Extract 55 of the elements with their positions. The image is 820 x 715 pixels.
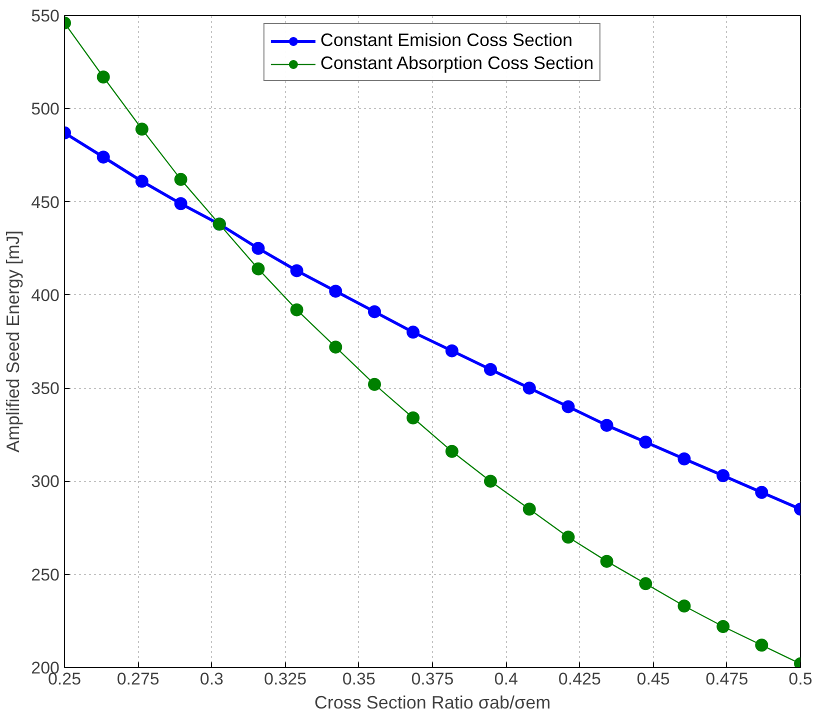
point xyxy=(522,502,536,516)
point xyxy=(562,400,575,414)
point xyxy=(174,172,188,186)
point xyxy=(678,600,691,613)
point xyxy=(562,530,575,544)
point xyxy=(290,303,304,316)
point xyxy=(445,344,458,358)
point xyxy=(174,197,188,210)
point xyxy=(135,122,148,136)
x-tick-label: 0.425 xyxy=(558,670,601,688)
point xyxy=(600,554,614,568)
x-axis-title: Cross Section Ratio σab/σem xyxy=(314,692,551,712)
point xyxy=(678,452,691,466)
point xyxy=(96,70,110,84)
y-tick-label: 500 xyxy=(31,100,60,119)
y-tick-label: 550 xyxy=(31,6,60,26)
point xyxy=(135,174,148,188)
point xyxy=(639,577,652,590)
point xyxy=(368,305,382,318)
point xyxy=(484,474,497,488)
x-tick-label: 0.4 xyxy=(494,670,518,688)
point xyxy=(484,362,497,376)
legend-label: Constant Emision Coss Section xyxy=(320,30,573,51)
y-tick-label: 400 xyxy=(31,286,60,305)
point xyxy=(329,340,342,354)
y-tick-label: 450 xyxy=(31,192,60,212)
x-tick-label: 0.35 xyxy=(342,670,376,688)
y-tick-label: 250 xyxy=(31,565,60,584)
point xyxy=(522,382,536,395)
point xyxy=(406,411,420,424)
point xyxy=(755,638,768,652)
x-tick-label: 0.275 xyxy=(116,670,160,688)
point xyxy=(639,436,652,449)
point xyxy=(406,326,420,339)
point xyxy=(252,242,265,255)
x-tick-label: 0.375 xyxy=(411,670,454,688)
point xyxy=(368,378,382,391)
legend-label: Constant Absorption Coss Section xyxy=(320,53,594,74)
x-tick-label: 0.45 xyxy=(636,670,670,688)
y-tick-label: 300 xyxy=(31,472,60,492)
x-tick-label: 0.475 xyxy=(706,670,748,688)
x-tick-label: 0.325 xyxy=(264,670,307,688)
point xyxy=(96,150,110,164)
point xyxy=(600,418,614,432)
point xyxy=(290,264,304,278)
point xyxy=(716,620,730,634)
x-tick-label: 0.5 xyxy=(788,670,812,688)
point xyxy=(445,444,458,458)
point xyxy=(716,469,730,482)
y-axis-title: Amplified Seed Energy [mJ] xyxy=(3,230,24,453)
point xyxy=(329,284,342,298)
x-tick-label: 0.3 xyxy=(200,670,224,688)
point xyxy=(252,262,265,276)
y-tick-label: 350 xyxy=(31,379,60,398)
point xyxy=(755,486,768,499)
